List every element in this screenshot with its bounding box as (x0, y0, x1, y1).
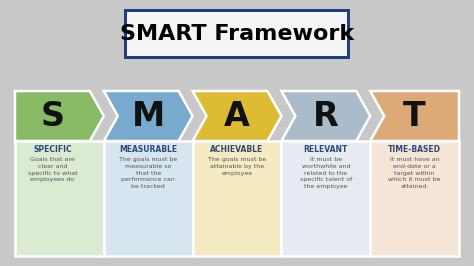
FancyBboxPatch shape (192, 141, 282, 256)
FancyBboxPatch shape (15, 141, 104, 256)
Text: RELEVANT: RELEVANT (304, 145, 348, 154)
Polygon shape (192, 91, 282, 141)
Text: The goals must be
attainable by the
employee: The goals must be attainable by the empl… (208, 157, 266, 176)
Text: TIME-BASED: TIME-BASED (388, 145, 441, 154)
Text: M: M (132, 99, 165, 132)
FancyBboxPatch shape (127, 12, 347, 56)
Text: It must be
worthwhile and
related to the
specific talent of
the employee: It must be worthwhile and related to the… (300, 157, 352, 189)
Text: The goals must be
measurable so
that the
performance can
be tracked: The goals must be measurable so that the… (119, 157, 177, 189)
Polygon shape (15, 91, 104, 141)
Text: T: T (403, 99, 426, 132)
Text: ACHIEVABLE: ACHIEVABLE (210, 145, 264, 154)
Text: It must have an
end-date or a
target within
which it must be
attained.: It must have an end-date or a target wit… (388, 157, 441, 189)
Polygon shape (104, 91, 192, 141)
Text: SMART Framework: SMART Framework (120, 24, 354, 44)
FancyBboxPatch shape (370, 141, 459, 256)
Text: MEASURABLE: MEASURABLE (119, 145, 177, 154)
Text: S: S (40, 99, 64, 132)
Polygon shape (370, 91, 459, 141)
Text: R: R (313, 99, 339, 132)
Text: Goals that are
clear and
specific to what
employees do: Goals that are clear and specific to wha… (27, 157, 77, 182)
FancyBboxPatch shape (104, 141, 192, 256)
Text: SPECIFIC: SPECIFIC (33, 145, 72, 154)
Polygon shape (282, 91, 370, 141)
FancyBboxPatch shape (282, 141, 370, 256)
FancyBboxPatch shape (124, 9, 350, 59)
Text: A: A (224, 99, 250, 132)
